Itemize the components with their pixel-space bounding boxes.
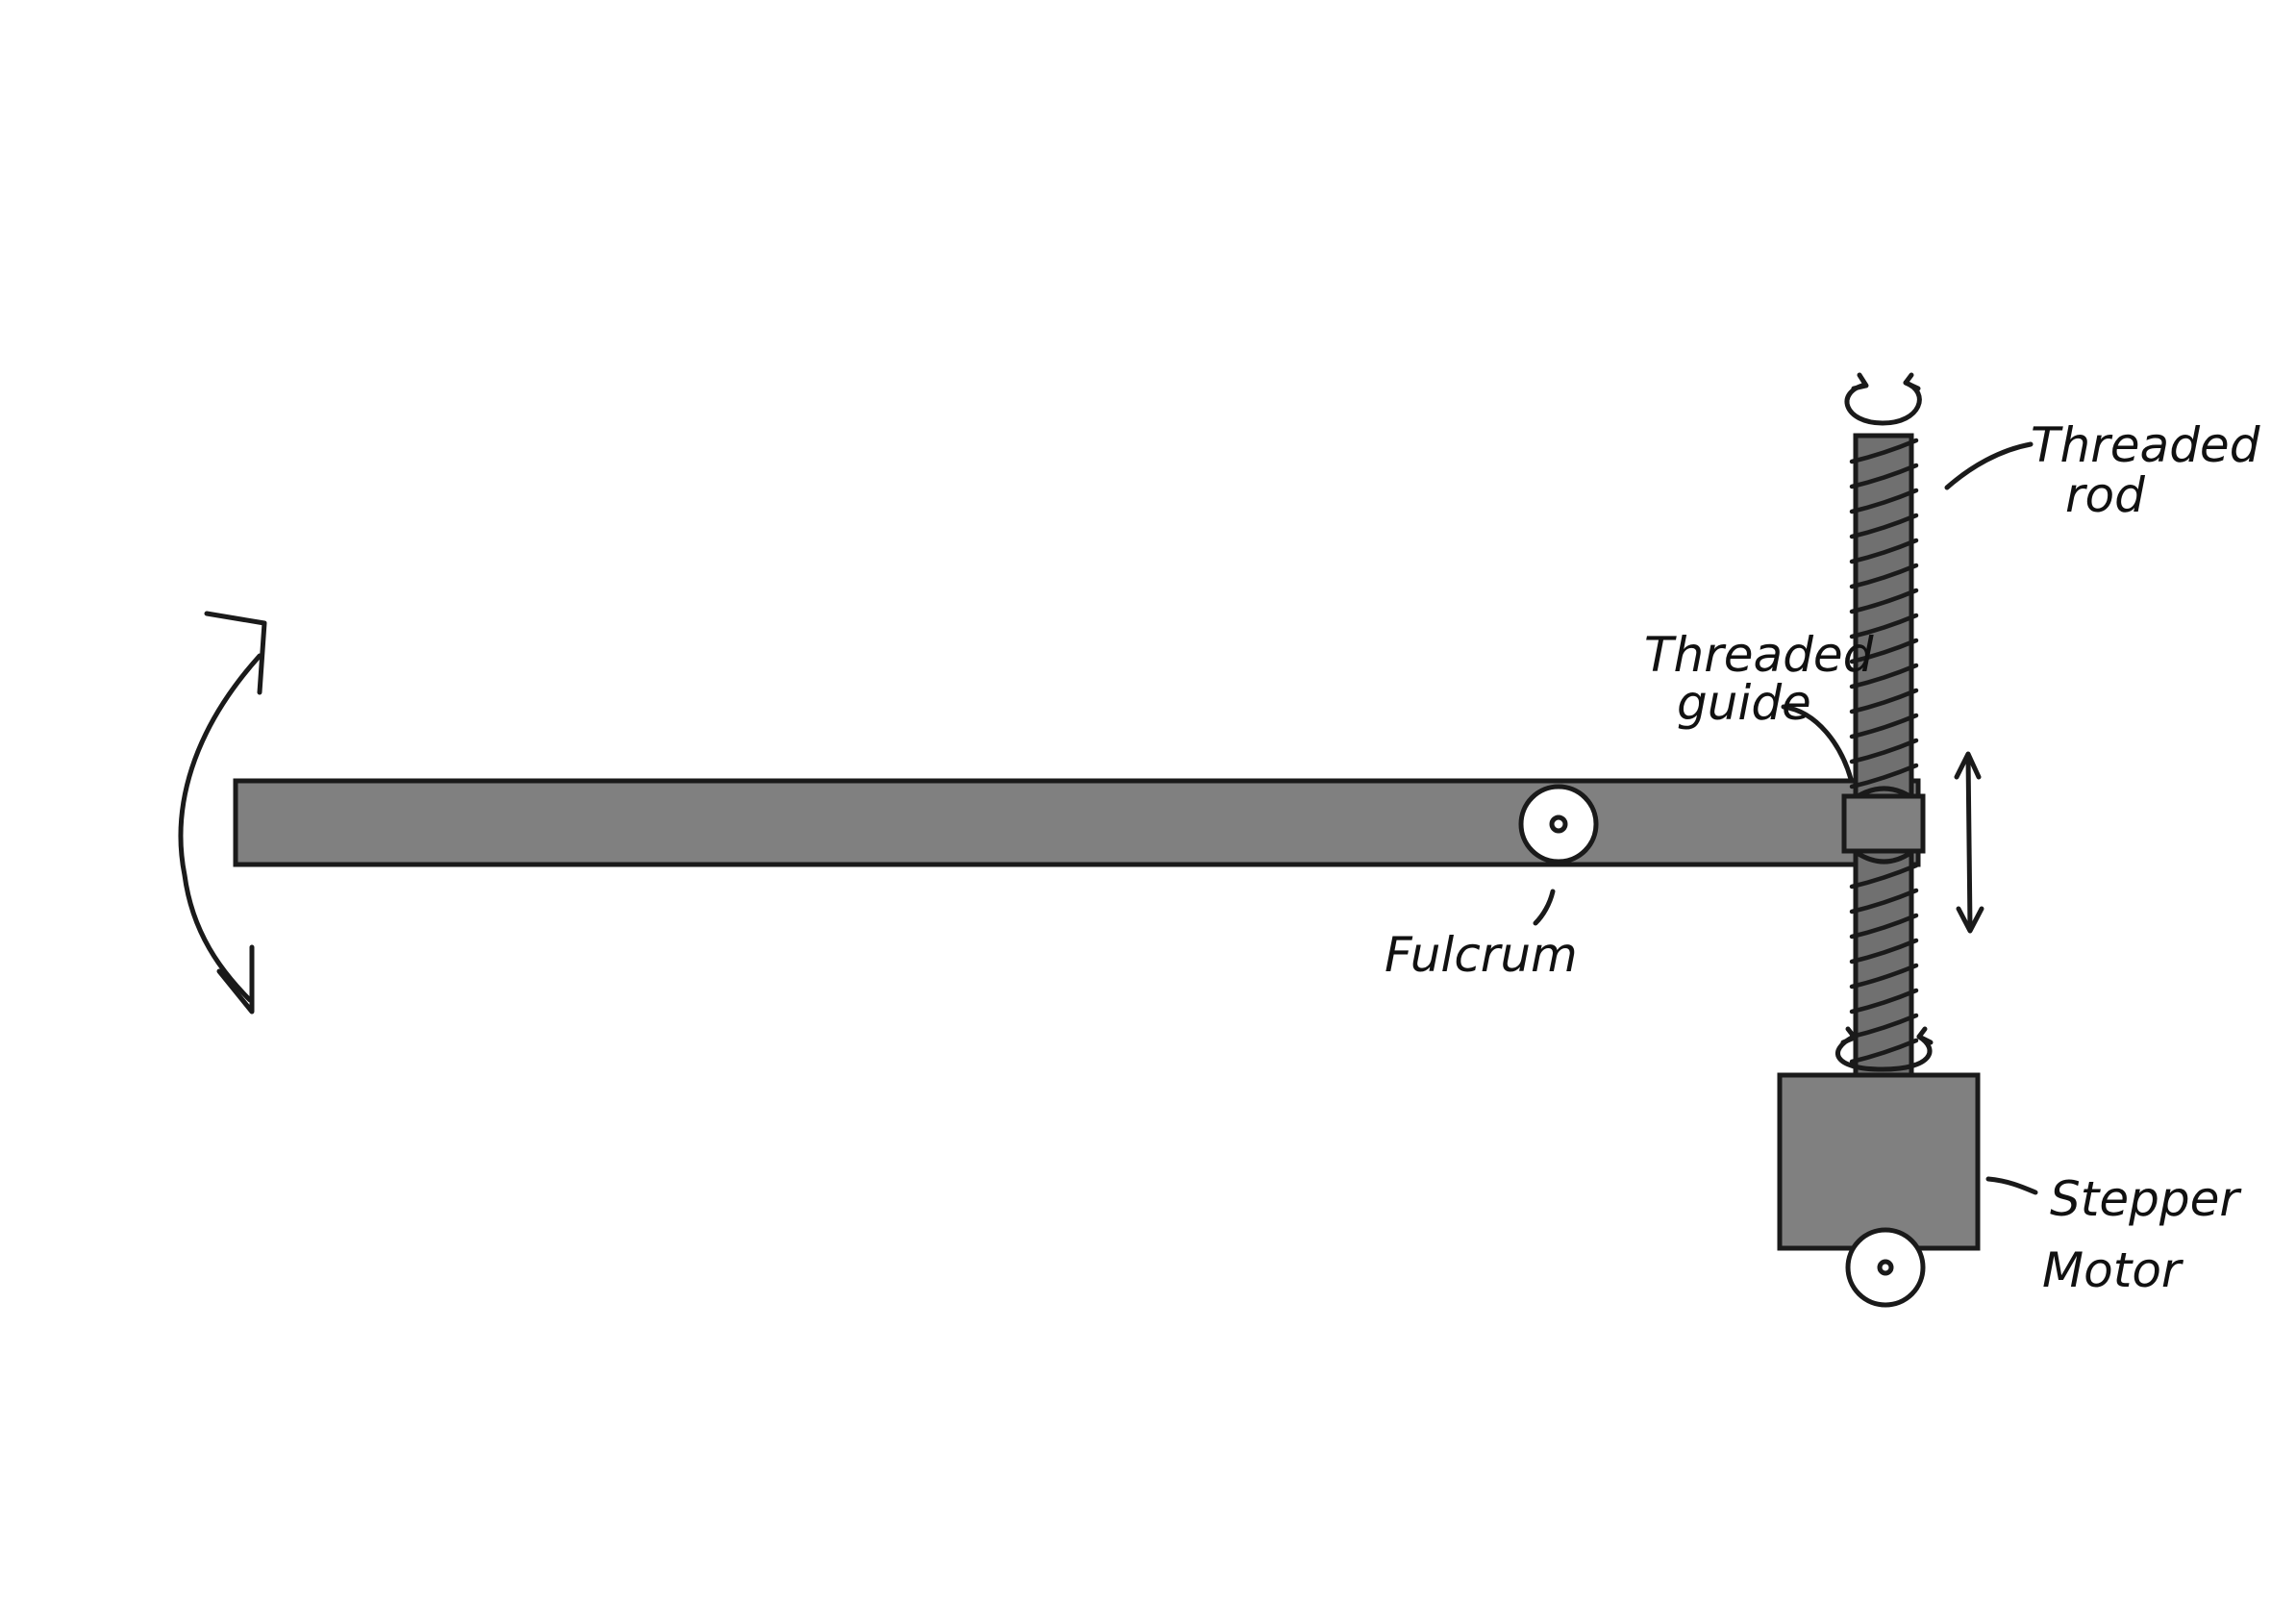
thread-line <box>1849 513 1919 539</box>
stepper-motor <box>1777 1072 1981 1308</box>
curved-double-arrow-icon <box>178 611 267 1015</box>
threaded-rod-label: Threaded rod <box>2031 417 2275 523</box>
stepper-motor-label: Stepper Motor <box>2042 1171 2255 1298</box>
threaded-rod-leader <box>1944 441 2034 490</box>
fulcrum-leader <box>1533 889 1556 926</box>
thread-line <box>1849 938 1919 965</box>
thread-line <box>1849 588 1919 614</box>
thread-line <box>1849 1038 1919 1065</box>
thread-line <box>1849 1013 1919 1040</box>
thread-line <box>1849 863 1919 890</box>
fulcrum-label: Fulcrum <box>1385 927 1578 983</box>
thread-line <box>1849 738 1919 764</box>
thread-line <box>1849 913 1919 940</box>
fulcrum-pivot <box>1518 784 1599 865</box>
threaded-guide-label: Threaded guide <box>1644 627 1888 731</box>
thread-line <box>1849 988 1919 1015</box>
thread-line <box>1849 688 1919 714</box>
thread-line <box>1849 663 1919 689</box>
rod-top-rotation-arrow-icon <box>1844 372 1922 426</box>
thread-line <box>1849 613 1919 639</box>
thread-line <box>1849 438 1919 464</box>
thread-line <box>1849 488 1919 514</box>
vertical-double-arrow-icon <box>1954 751 1984 934</box>
stepper-motor-leader <box>1985 1176 2038 1195</box>
thread-line <box>1849 463 1919 489</box>
rod-bottom-rotation-arrow-icon <box>1835 1026 1934 1072</box>
thread-line <box>1849 538 1919 564</box>
thread-line <box>1849 763 1919 789</box>
thread-line <box>1849 888 1919 915</box>
thread-line <box>1849 638 1919 664</box>
thread-lines <box>1849 438 1919 1065</box>
thread-line <box>1849 713 1919 739</box>
threaded-rod <box>1849 433 1919 1080</box>
thread-line <box>1849 963 1919 990</box>
lever-arm <box>233 778 1921 867</box>
threaded-guide-block <box>1841 786 1926 865</box>
threaded-guide-leader <box>1781 704 1854 782</box>
thread-line <box>1849 563 1919 589</box>
